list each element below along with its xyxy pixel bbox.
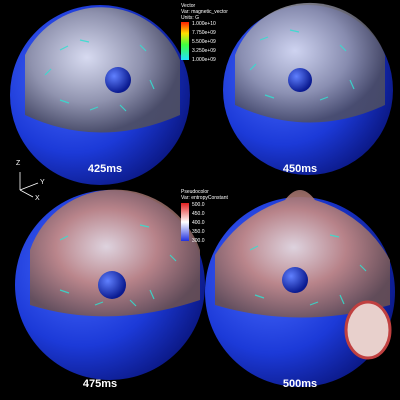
panel-label: 500ms xyxy=(283,378,317,390)
axis-label: X xyxy=(35,195,40,202)
panel-label: 450ms xyxy=(283,163,317,175)
legend-variable: Var: magnetic_vector xyxy=(181,9,228,15)
color-bar xyxy=(181,22,189,60)
sphere xyxy=(15,189,205,380)
panel-label: 425ms xyxy=(88,163,122,175)
sphere xyxy=(10,5,190,185)
axis-triad xyxy=(19,172,39,198)
legend-tick: 5.500e+09 xyxy=(192,39,216,45)
legend-tick: 450.0 xyxy=(192,211,205,217)
legend-tick: 300.0 xyxy=(192,238,205,244)
legend-tick: 7.750e+09 xyxy=(192,30,216,36)
vector-legend: Vector Var: magnetic_vector Units: G 1.0… xyxy=(181,3,228,63)
legend-tick: 3.250e+09 xyxy=(192,48,216,54)
legend-title: Pseudocolor xyxy=(181,189,209,195)
legend-units: Units: G xyxy=(181,15,199,21)
axis-label: Z xyxy=(16,160,21,167)
legend-tick: 1.000e+09 xyxy=(192,57,216,63)
sphere xyxy=(205,190,395,387)
axis-label: Y xyxy=(40,179,45,186)
legend-tick: 500.0 xyxy=(192,202,205,208)
color-bar xyxy=(181,203,189,241)
sphere xyxy=(223,2,393,175)
legend-tick: 400.0 xyxy=(192,220,205,226)
panel-label: 475ms xyxy=(83,378,117,390)
legend-tick: 1.000e+10 xyxy=(192,21,216,27)
legend-title: Vector xyxy=(181,3,196,9)
legend-tick: 350.0 xyxy=(192,229,205,235)
legend-variable: Var: entropyConstant xyxy=(181,195,228,201)
pseudocolor-legend: Pseudocolor Var: entropyConstant 500.0 4… xyxy=(181,189,228,244)
